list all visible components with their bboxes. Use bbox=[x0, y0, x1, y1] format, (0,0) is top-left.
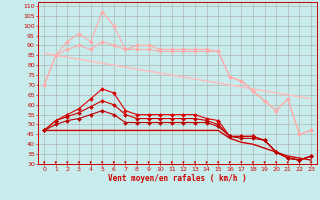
X-axis label: Vent moyen/en rafales ( km/h ): Vent moyen/en rafales ( km/h ) bbox=[108, 174, 247, 183]
